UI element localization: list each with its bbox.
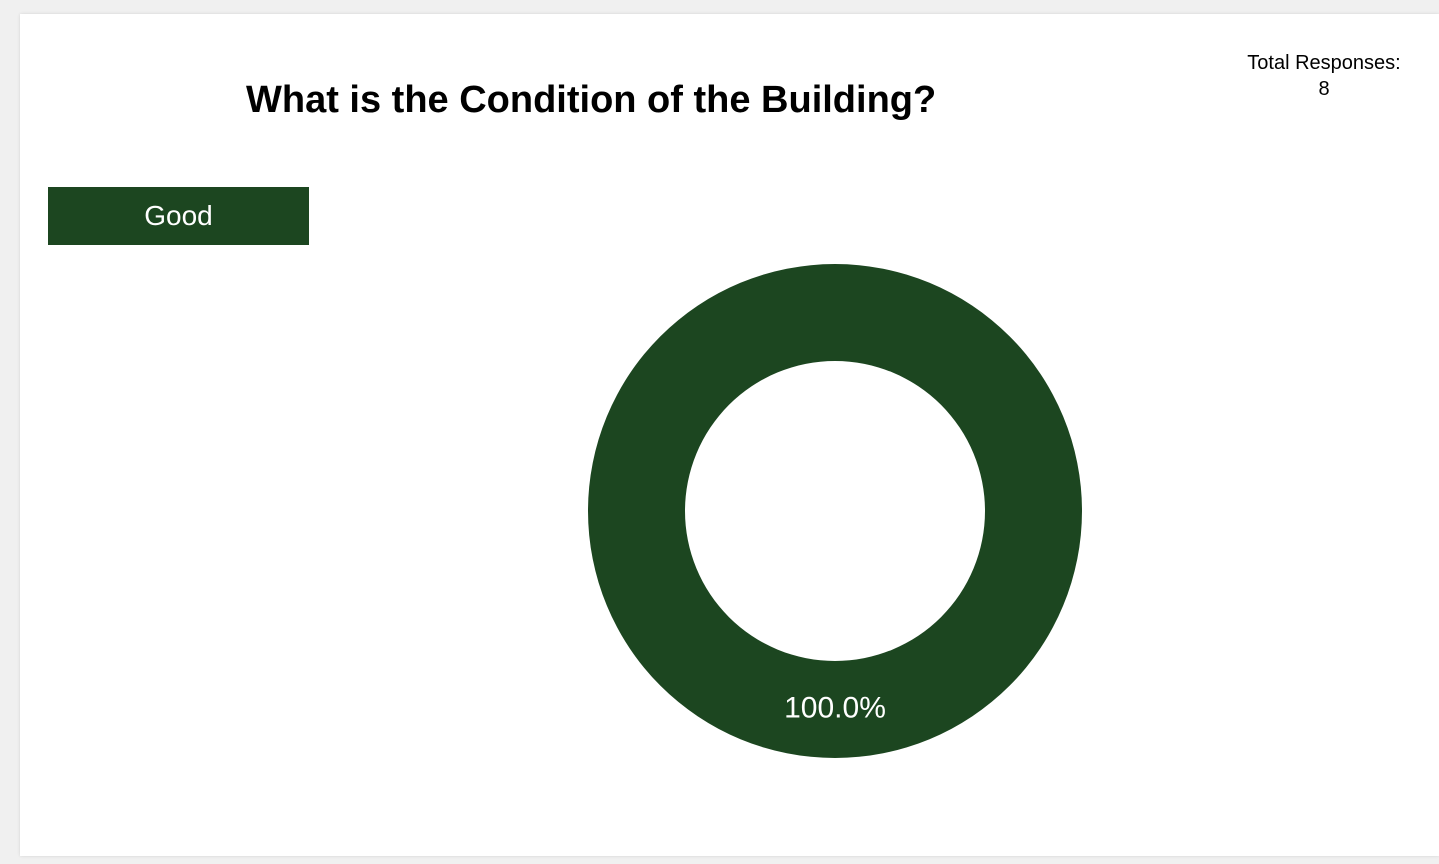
legend-item-label: Good bbox=[144, 200, 213, 231]
legend-item-good[interactable]: Good bbox=[48, 187, 309, 245]
legend: Good bbox=[48, 187, 309, 245]
total-responses-value: 8 bbox=[1318, 78, 1330, 100]
donut-slice-label: 100.0% bbox=[784, 691, 886, 724]
chart-title: What is the Condition of the Building? bbox=[246, 79, 937, 121]
donut-slice-good[interactable] bbox=[588, 264, 1082, 758]
total-responses-label: Total Responses: bbox=[1247, 52, 1401, 74]
total-responses: Total Responses: 8 bbox=[1222, 50, 1426, 102]
